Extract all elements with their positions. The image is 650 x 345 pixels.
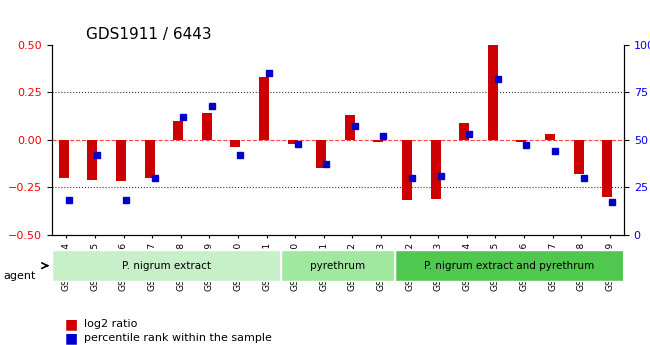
- Text: P. nigrum extract and pyrethrum: P. nigrum extract and pyrethrum: [424, 261, 595, 270]
- Bar: [202, 113, 212, 140]
- Bar: [58, 140, 69, 178]
- Bar: [316, 140, 326, 168]
- Bar: [116, 140, 126, 181]
- Bar: [545, 134, 555, 140]
- Bar: [459, 122, 469, 140]
- Bar: [402, 140, 412, 200]
- Text: ■: ■: [65, 331, 78, 345]
- Bar: [173, 121, 183, 140]
- FancyBboxPatch shape: [395, 250, 624, 281]
- Bar: [488, 45, 498, 140]
- Bar: [516, 140, 526, 141]
- Text: P. nigrum extract: P. nigrum extract: [122, 261, 211, 270]
- Bar: [144, 140, 155, 178]
- Text: log2 ratio: log2 ratio: [84, 319, 138, 329]
- Text: pyrethrum: pyrethrum: [311, 261, 365, 270]
- Bar: [230, 140, 240, 147]
- Bar: [287, 140, 298, 144]
- Bar: [573, 140, 584, 174]
- Text: agent: agent: [3, 271, 36, 281]
- Bar: [259, 77, 269, 140]
- FancyBboxPatch shape: [281, 250, 395, 281]
- Bar: [430, 140, 441, 198]
- FancyBboxPatch shape: [52, 250, 281, 281]
- Bar: [602, 140, 612, 197]
- Text: GDS1911 / 6443: GDS1911 / 6443: [86, 27, 212, 42]
- Bar: [373, 140, 384, 141]
- Text: ■: ■: [65, 317, 78, 331]
- Bar: [87, 140, 98, 179]
- Bar: [344, 115, 355, 140]
- Text: percentile rank within the sample: percentile rank within the sample: [84, 333, 272, 343]
